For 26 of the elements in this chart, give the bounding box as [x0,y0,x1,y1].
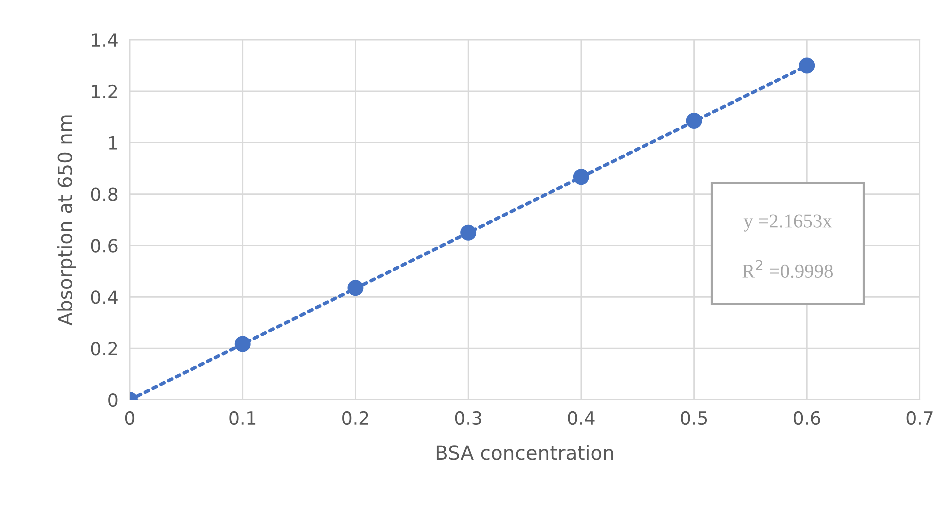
y-tick-label: 1.2 [92,84,118,98]
x-tick-label: 0 [125,411,135,426]
y-axis-title: Absorption at 650 nm [57,116,76,326]
y-tick-label: 0 [108,393,118,408]
x-tick-label: 0.3 [455,411,482,426]
y-tick-label: 1 [109,136,118,150]
annotation: y =2.1653x [744,214,832,232]
y-tick-label: 1.4 [92,34,118,47]
point [234,336,251,352]
point [460,224,477,241]
annotation: R$^{2}$ =0.9998 [742,260,834,278]
y-tick-label: 0.6 [91,239,118,253]
point [573,169,590,186]
x-tick-label: 0.4 [568,411,595,426]
x-tick-label: 0.6 [794,411,820,426]
point [799,58,816,74]
x-tick-label: 0.5 [681,411,708,426]
y-tick-label: 0.4 [91,290,118,304]
y-tick-label: 0.8 [91,188,118,202]
x-tick-label: 0.7 [906,411,933,426]
point [686,113,702,129]
x-tick-label: 0.2 [342,411,368,426]
x-tick-label: 0.1 [230,411,256,426]
y-tick-label: 0.2 [91,342,118,356]
x-axis-title: BSA concentration [436,445,614,460]
point [348,280,364,296]
